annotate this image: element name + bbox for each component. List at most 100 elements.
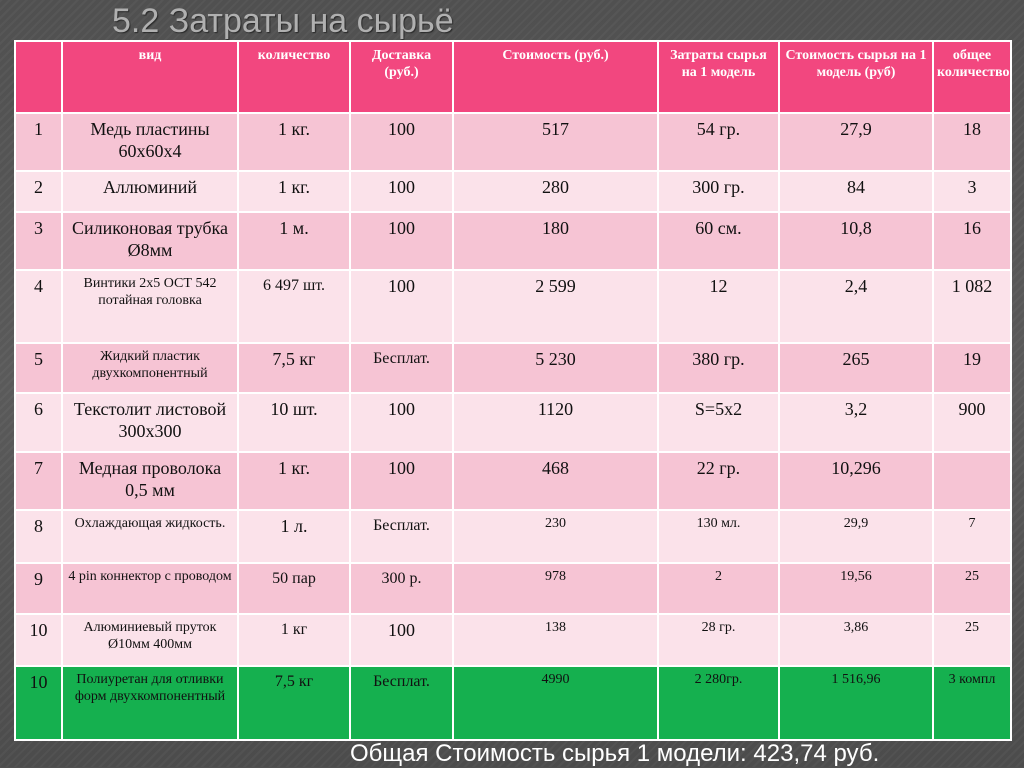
material-name: Аллюминий [61,170,239,213]
material-name: Винтики 2х5 ОСТ 542 потайная головка [61,269,239,344]
material-delivery: 100 [349,112,454,172]
material-model-cost: 265 [778,342,934,394]
table-row: 5 Жидкий пластик двухкомпонентный 7,5 кг… [14,342,1012,394]
material-usage: 54 гр. [657,112,780,172]
material-cost: 180 [452,211,659,271]
material-delivery: Бесплат. [349,509,454,564]
table-row: 1 Медь пластины 60х60х4 1 кг. 100 517 54… [14,112,1012,172]
material-cost: 978 [452,562,659,615]
material-usage: 300 гр. [657,170,780,213]
material-cost: 2 599 [452,269,659,344]
table-row: 9 4 pin коннектор с проводом 50 пар 300 … [14,562,1012,615]
row-number: 6 [14,392,63,453]
material-model-cost: 2,4 [778,269,934,344]
material-usage: S=5x2 [657,392,780,453]
material-delivery: 100 [349,269,454,344]
raw-materials-table: вид количество Доставка (руб.) Стоимость… [14,40,1012,741]
material-delivery: 100 [349,613,454,667]
material-usage: 2 [657,562,780,615]
material-quantity: 1 кг. [237,451,351,511]
row-number: 10 [14,613,63,667]
material-delivery: Бесплат. [349,665,454,741]
material-delivery: 100 [349,211,454,271]
material-name: Силиконовая трубка Ø8мм [61,211,239,271]
material-cost: 280 [452,170,659,213]
material-name: 4 pin коннектор с проводом [61,562,239,615]
material-quantity: 1 кг. [237,170,351,213]
material-cost: 138 [452,613,659,667]
table-row: 2 Аллюминий 1 кг. 100 280 300 гр. 84 3 [14,170,1012,213]
slide-title: 5.2 Затраты на сырьё [112,2,454,40]
material-total-quantity [932,451,1012,511]
material-cost: 4990 [452,665,659,741]
material-usage: 12 [657,269,780,344]
header-quantity: количество [237,40,351,114]
table-row: 3 Силиконовая трубка Ø8мм 1 м. 100 180 6… [14,211,1012,271]
material-usage: 22 гр. [657,451,780,511]
material-quantity: 1 л. [237,509,351,564]
material-total-quantity: 900 [932,392,1012,453]
material-name: Медь пластины 60х60х4 [61,112,239,172]
header-delivery: Доставка (руб.) [349,40,454,114]
material-quantity: 7,5 кг [237,342,351,394]
material-quantity: 1 м. [237,211,351,271]
table-row: 10 Полиуретан для отливки форм двухкомпо… [14,665,1012,741]
material-model-cost: 19,56 [778,562,934,615]
material-quantity: 6 497 шт. [237,269,351,344]
material-cost: 5 230 [452,342,659,394]
material-cost: 517 [452,112,659,172]
material-model-cost: 27,9 [778,112,934,172]
material-usage: 380 гр. [657,342,780,394]
material-cost: 468 [452,451,659,511]
material-usage: 2 280гр. [657,665,780,741]
header-usage-per-model: Затраты сырья на 1 модель [657,40,780,114]
table-row: 6 Текстолит листовой 300х300 10 шт. 100 … [14,392,1012,453]
header-row: вид количество Доставка (руб.) Стоимость… [14,40,1012,114]
material-quantity: 1 кг. [237,112,351,172]
material-total-quantity: 1 082 [932,269,1012,344]
material-name: Охлаждающая жидкость. [61,509,239,564]
table-row: 4 Винтики 2х5 ОСТ 542 потайная головка 6… [14,269,1012,344]
row-number: 2 [14,170,63,213]
material-cost: 230 [452,509,659,564]
material-name: Алюминиевый пруток Ø10мм 400мм [61,613,239,667]
material-model-cost: 29,9 [778,509,934,564]
header-number [14,40,63,114]
material-name: Полиуретан для отливки форм двухкомпонен… [61,665,239,741]
material-total-quantity: 3 [932,170,1012,213]
header-total-quantity: общее количество [932,40,1012,114]
material-quantity: 7,5 кг [237,665,351,741]
material-total-quantity: 18 [932,112,1012,172]
header-cost: Стоимость (руб.) [452,40,659,114]
material-delivery: Бесплат. [349,342,454,394]
row-number: 7 [14,451,63,511]
material-total-quantity: 7 [932,509,1012,564]
material-total-quantity: 25 [932,562,1012,615]
material-usage: 60 см. [657,211,780,271]
table-row: 10 Алюминиевый пруток Ø10мм 400мм 1 кг 1… [14,613,1012,667]
material-model-cost: 3,2 [778,392,934,453]
row-number: 8 [14,509,63,564]
total-cost-summary: Общая Стоимость сырья 1 модели: 423,74 р… [350,740,880,767]
material-model-cost: 3,86 [778,613,934,667]
material-total-quantity: 25 [932,613,1012,667]
material-model-cost: 10,8 [778,211,934,271]
table-row: 7 Медная проволока 0,5 мм 1 кг. 100 468 … [14,451,1012,511]
row-number: 5 [14,342,63,394]
header-type: вид [61,40,239,114]
material-name: Жидкий пластик двухкомпонентный [61,342,239,394]
material-usage: 28 гр. [657,613,780,667]
material-model-cost: 1 516,96 [778,665,934,741]
header-cost-per-model: Стоимость сырья на 1 модель (руб) [778,40,934,114]
row-number: 4 [14,269,63,344]
material-quantity: 10 шт. [237,392,351,453]
material-quantity: 50 пар [237,562,351,615]
material-name: Медная проволока 0,5 мм [61,451,239,511]
material-cost: 1120 [452,392,659,453]
material-delivery: 100 [349,392,454,453]
row-number: 9 [14,562,63,615]
row-number: 10 [14,665,63,741]
material-total-quantity: 16 [932,211,1012,271]
material-quantity: 1 кг [237,613,351,667]
material-usage: 130 мл. [657,509,780,564]
